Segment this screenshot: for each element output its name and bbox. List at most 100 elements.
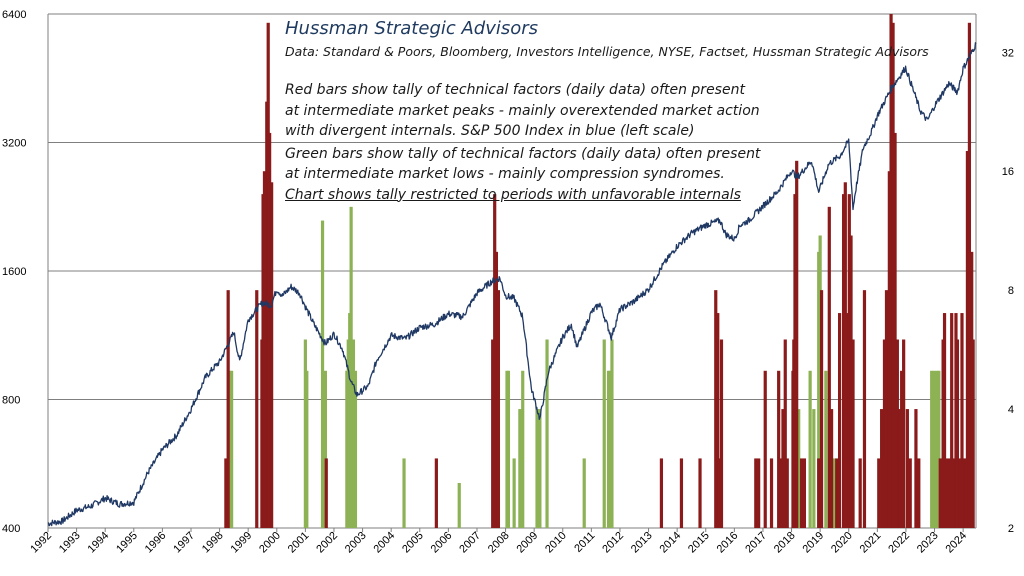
green-bar (937, 370, 941, 528)
red-bar (494, 251, 499, 528)
red-bar (819, 290, 824, 528)
red-bar (841, 194, 846, 528)
green-bar (457, 482, 461, 528)
left-tick-label: 1600 (2, 266, 26, 278)
red-bar (884, 290, 889, 528)
red-bar (835, 458, 839, 528)
green-bar (538, 409, 542, 528)
x-tick-label: 2000 (257, 530, 283, 556)
x-tick-label: 2002 (314, 530, 340, 556)
red-bar (659, 458, 664, 528)
red-bar (757, 458, 761, 528)
right-tick-label: 4 (1008, 404, 1014, 416)
red-bar (817, 458, 821, 528)
red-bar (716, 313, 720, 528)
red-bar (698, 458, 702, 528)
x-tick-label: 2018 (772, 530, 798, 556)
green-bar (353, 370, 358, 528)
red-bar (955, 339, 960, 528)
green-bar (535, 409, 539, 528)
red-bar (224, 458, 228, 528)
red-bar (785, 458, 789, 528)
red-bars (224, 14, 975, 529)
red-bar (950, 313, 954, 528)
x-tick-label: 1998 (200, 530, 226, 556)
red-bar (958, 458, 962, 528)
green-bar (402, 458, 406, 528)
red-bar (891, 22, 895, 528)
right-axis-ticks: 2 4 8 16 32 (1002, 47, 1014, 535)
spx-line (47, 42, 977, 527)
x-tick-label: 2017 (743, 530, 769, 556)
red-bar (493, 194, 497, 528)
green-bar (545, 339, 549, 528)
red-bar (882, 339, 887, 528)
red-bar (971, 339, 975, 528)
red-bar (827, 206, 831, 529)
red-bar (679, 458, 684, 528)
x-tick-label: 1997 (171, 530, 197, 556)
red-bar (719, 339, 724, 528)
green-bar (808, 370, 812, 528)
red-bar (255, 290, 259, 528)
left-tick-label: 800 (2, 395, 20, 407)
red-bar (847, 194, 851, 528)
red-bar (889, 14, 893, 528)
right-tick-label: 8 (1008, 285, 1014, 297)
red-bar (777, 370, 781, 528)
red-bar (802, 458, 807, 528)
red-bar (908, 458, 912, 528)
red-bar (917, 458, 921, 528)
red-bar (779, 458, 783, 528)
right-tick-label: 16 (1002, 166, 1014, 178)
green-bar (320, 220, 325, 529)
left-axis-ticks: 400 800 1600 3200 6400 (2, 9, 26, 535)
x-tick-label: 1996 (143, 530, 169, 556)
x-tick-label: 1994 (86, 530, 112, 556)
red-bar (491, 339, 495, 528)
red-bar (851, 339, 855, 528)
green-bar (323, 370, 327, 528)
chart-title: Hussman Strategic Advisors (285, 18, 539, 39)
red-bar (717, 458, 722, 528)
red-bar (893, 132, 897, 528)
gridlines (47, 13, 977, 529)
x-tick-label: 2001 (286, 530, 312, 556)
red-bar (895, 339, 899, 528)
red-bar (887, 171, 891, 529)
right-tick-label: 32 (1002, 47, 1014, 59)
red-bar (942, 313, 947, 528)
x-tick-label: 2016 (715, 530, 741, 556)
red-bar (914, 409, 918, 528)
red-bar (793, 194, 797, 528)
x-tick-label: 2009 (514, 530, 540, 556)
left-tick-label: 400 (2, 523, 20, 535)
green-bar (512, 458, 516, 528)
red-bar (877, 458, 881, 528)
red-bar (754, 458, 758, 528)
green-bar (608, 370, 612, 528)
x-tick-label: 2003 (343, 530, 369, 556)
x-tick-label: 2010 (543, 530, 569, 556)
green-bar (518, 409, 522, 528)
annotation-line-2: at intermediate market peaks - mainly ov… (285, 102, 760, 119)
red-bar (898, 409, 902, 528)
red-bar (262, 171, 267, 529)
red-bar (962, 458, 966, 528)
x-tick-label: 1999 (229, 530, 255, 556)
red-bar (270, 182, 274, 528)
green-bar (521, 370, 525, 528)
chart-subtitle: Data: Standard & Poors, Bloomberg, Inves… (285, 44, 929, 59)
red-bar (763, 370, 767, 528)
x-tick-label: 2012 (600, 530, 626, 556)
red-bar (967, 22, 972, 528)
left-tick-label: 3200 (2, 138, 26, 150)
red-bar (862, 290, 867, 528)
annotation-line-4: Green bars show tally of technical facto… (285, 145, 761, 162)
green-bar (305, 370, 309, 528)
red-bar (783, 339, 787, 528)
red-bar (769, 458, 774, 528)
green-bar (930, 370, 934, 528)
x-tick-label: 2020 (829, 530, 855, 556)
